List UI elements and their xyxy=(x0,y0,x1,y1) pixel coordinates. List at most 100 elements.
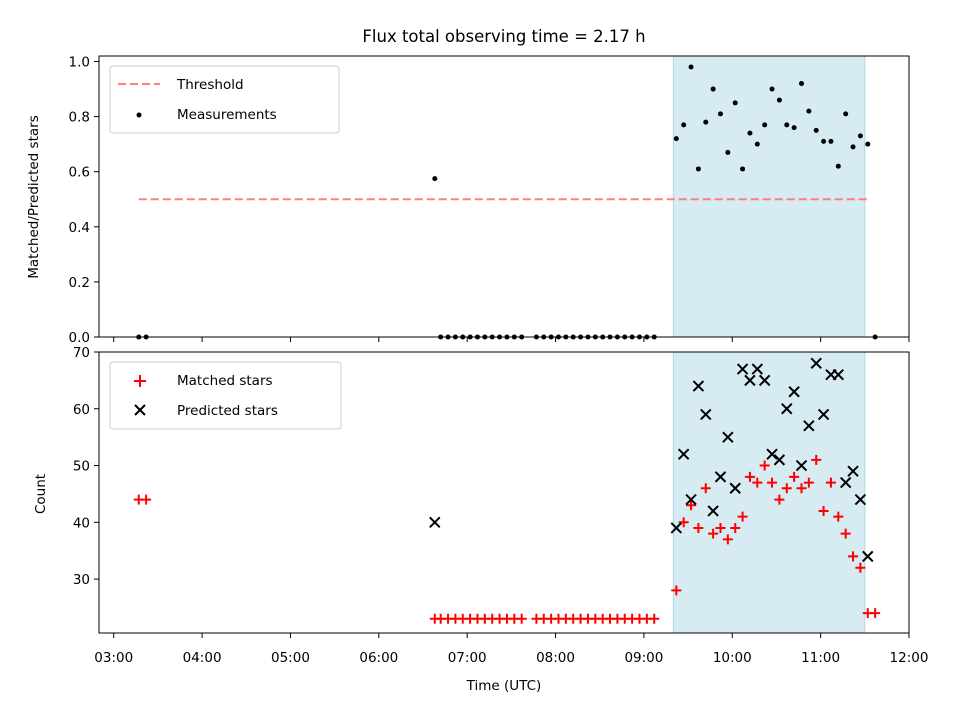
matched-star-point xyxy=(752,477,763,488)
predicted-star-point xyxy=(803,420,815,432)
predicted-star-point xyxy=(817,408,830,421)
bottom-panel: 30 40 50 60 70 03:00 04:00 05:00 06:00 07:00 08:0… xyxy=(33,345,928,694)
x-tick-label: 12:00 xyxy=(890,650,929,666)
measurement-point xyxy=(806,108,812,114)
top-y-tick-label: 0.4 xyxy=(69,220,90,236)
x-tick-label: 10:00 xyxy=(713,650,752,666)
predicted-star-point xyxy=(670,522,683,534)
matched-star-point xyxy=(781,483,792,494)
matched-star-point xyxy=(708,528,719,539)
measurement-point xyxy=(865,141,871,147)
measurement-point xyxy=(695,166,701,172)
predicted-star-point xyxy=(677,448,690,460)
predicted-star-point xyxy=(714,471,727,483)
predicted-star-point xyxy=(707,505,719,517)
matched-star-point xyxy=(700,483,711,494)
predicted-star-point xyxy=(736,363,749,375)
measurement-point xyxy=(747,130,753,136)
top-panel: 0.0 0.2 0.4 0.6 0.8 1.0 Matched/Predicted sta… xyxy=(26,55,910,346)
matched-star-point xyxy=(722,534,733,545)
top-legend: Threshold Measurements xyxy=(109,65,340,134)
predicted-star-point xyxy=(773,454,786,466)
bottom-x-ticks: 03:00 04:00 05:00 06:00 07:00 08:00 09:00 10:00… xyxy=(94,633,928,666)
measurement-point xyxy=(828,138,834,144)
top-x-ticks xyxy=(113,337,910,342)
matched-star-point xyxy=(818,505,829,516)
matched-star-point xyxy=(671,585,682,596)
matched-star-point xyxy=(686,500,697,511)
predicted-star-point xyxy=(700,408,712,421)
predicted-star-point xyxy=(839,476,852,489)
predicted-star-point xyxy=(781,403,793,415)
bottom-legend: Matched stars Predicted stars xyxy=(109,361,342,430)
predicted-star-point xyxy=(744,374,756,387)
legend-matched-swatch xyxy=(134,375,146,387)
matched-star-point xyxy=(774,494,785,505)
measurement-point xyxy=(798,81,804,87)
x-tick-label: 06:00 xyxy=(359,650,398,666)
x-tick-label: 08:00 xyxy=(536,650,575,666)
top-shaded-region xyxy=(672,55,866,338)
predicted-star-point xyxy=(692,380,705,392)
bottom-y-tick-label: 30 xyxy=(73,572,90,588)
bottom-points xyxy=(133,357,881,624)
measurement-point xyxy=(850,144,856,150)
predicted-star-point xyxy=(795,459,808,472)
measurement-point xyxy=(740,166,746,172)
predicted-star-point xyxy=(847,465,859,477)
x-tick-label: 03:00 xyxy=(94,650,133,666)
measurement-point xyxy=(725,149,731,155)
legend-predicted-label: Predicted stars xyxy=(177,403,278,419)
predicted-star-point xyxy=(788,386,800,398)
x-tick-label: 09:00 xyxy=(624,650,663,666)
predicted-star-point xyxy=(751,363,764,375)
measurement-point xyxy=(857,133,863,139)
bottom-y-tick-label: 50 xyxy=(73,459,90,475)
matched-star-point xyxy=(855,562,866,573)
top-y-axis-label: Matched/Predicted stars xyxy=(26,115,42,278)
matched-star-point xyxy=(744,471,755,482)
matched-star-point xyxy=(825,477,836,488)
predicted-star-point xyxy=(766,448,778,460)
predicted-star-point xyxy=(758,374,771,387)
top-y-tick-label: 0.2 xyxy=(69,275,90,291)
matched-star-point xyxy=(715,522,726,533)
measurement-point xyxy=(791,125,797,131)
top-y-tick-label: 0.8 xyxy=(69,110,90,126)
x-tick-label: 07:00 xyxy=(448,650,487,666)
legend-measurements-label: Measurements xyxy=(177,107,277,123)
predicted-star-point xyxy=(810,357,822,370)
matched-star-point xyxy=(789,471,800,482)
bottom-y-tick-label: 60 xyxy=(73,402,90,418)
bottom-y-ticks: 30 40 50 60 70 xyxy=(73,345,99,588)
measurement-point xyxy=(681,122,687,128)
x-tick-label: 04:00 xyxy=(183,650,222,666)
measurement-point xyxy=(762,122,768,128)
chart-title: Flux total observing time = 2.17 h xyxy=(362,27,645,46)
bottom-shaded-region xyxy=(672,351,866,634)
matched-star-point xyxy=(848,551,859,562)
predicted-star-point xyxy=(722,431,734,443)
matched-star-point xyxy=(759,460,770,471)
legend-threshold-label: Threshold xyxy=(176,77,244,93)
measurement-point xyxy=(673,136,679,142)
matched-star-point xyxy=(516,613,527,624)
matched-star-point xyxy=(840,528,851,539)
x-tick-label: 11:00 xyxy=(801,650,840,666)
bottom-y-axis-label: Count xyxy=(33,474,49,514)
matched-star-point xyxy=(833,511,844,522)
x-axis-label: Time (UTC) xyxy=(466,678,542,694)
legend-predicted-swatch xyxy=(134,404,146,416)
top-y-ticks: 0.0 0.2 0.4 0.6 0.8 1.0 xyxy=(69,55,99,346)
top-y-tick-label: 0.6 xyxy=(69,165,90,181)
predicted-star-point xyxy=(854,493,867,506)
matched-star-point xyxy=(730,522,741,533)
predicted-star-point xyxy=(832,368,845,381)
bottom-legend-box xyxy=(109,361,342,430)
legend-matched-label: Matched stars xyxy=(177,373,273,389)
bottom-y-tick-label: 70 xyxy=(73,345,90,361)
predicted-star-point xyxy=(729,482,741,494)
measurement-point xyxy=(843,111,849,117)
measurement-point xyxy=(821,138,827,144)
